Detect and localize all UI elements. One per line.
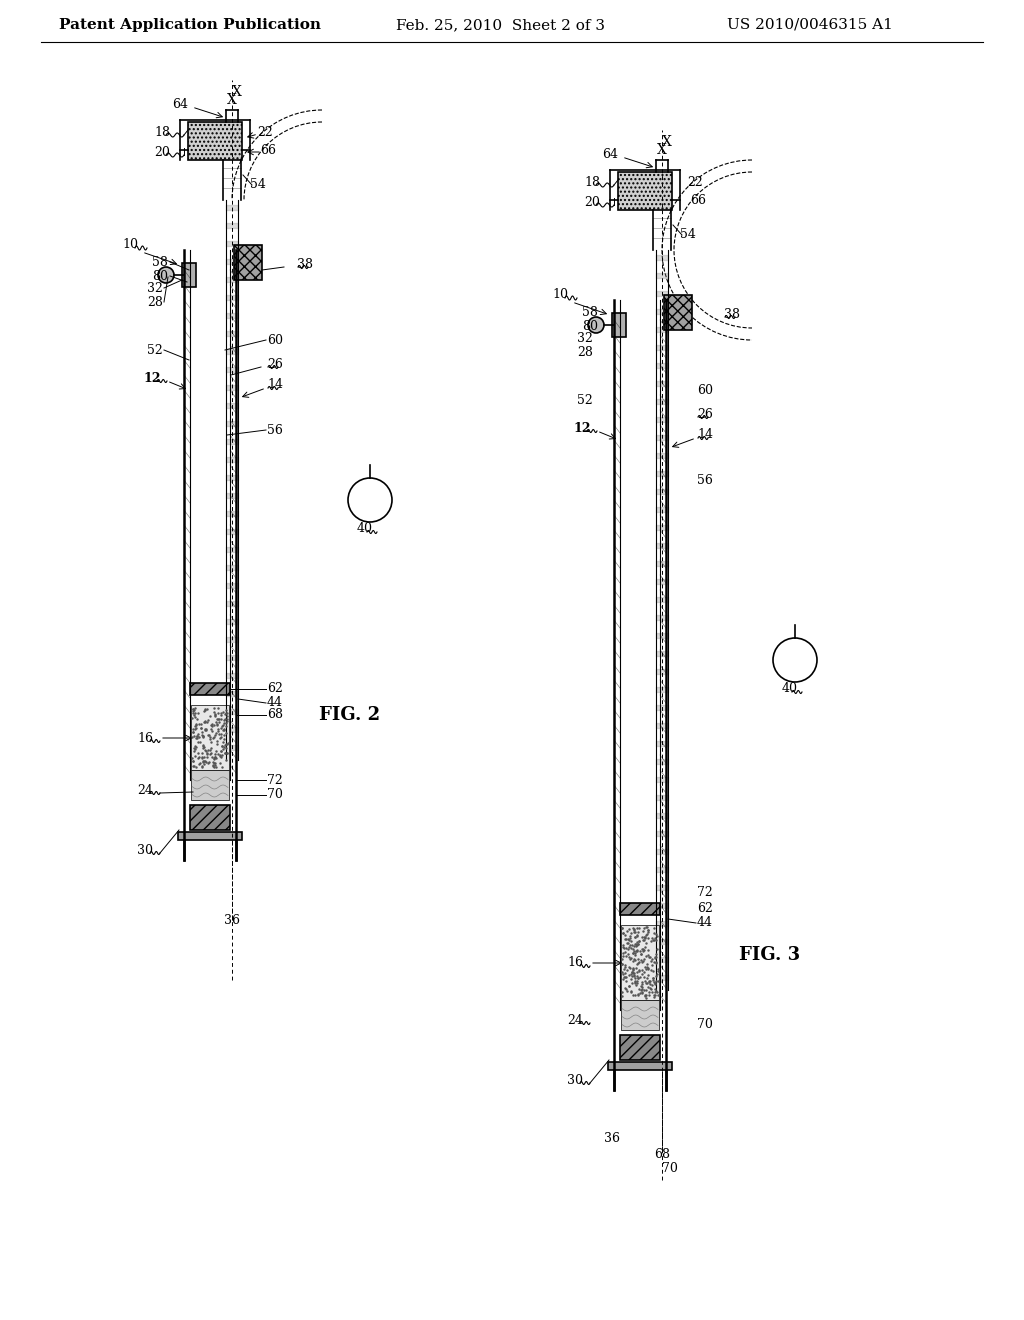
- Text: 70: 70: [697, 1019, 713, 1031]
- Bar: [191, 770, 229, 800]
- Bar: [620, 1035, 660, 1060]
- Text: 40: 40: [782, 681, 798, 694]
- Text: X: X: [663, 135, 672, 149]
- Bar: [608, 1063, 672, 1071]
- Text: 22: 22: [687, 176, 702, 189]
- Text: 12: 12: [573, 421, 591, 434]
- Text: X: X: [227, 92, 237, 107]
- Bar: [621, 925, 659, 1001]
- Text: 56: 56: [267, 424, 283, 437]
- Text: 80: 80: [152, 269, 168, 282]
- Text: 68: 68: [654, 1147, 670, 1160]
- Text: 26: 26: [697, 408, 713, 421]
- Bar: [664, 294, 692, 330]
- Text: 36: 36: [604, 1131, 620, 1144]
- Text: 66: 66: [690, 194, 706, 206]
- Bar: [618, 172, 672, 210]
- Text: 20: 20: [154, 145, 170, 158]
- Bar: [191, 705, 229, 770]
- Text: 32: 32: [147, 281, 163, 294]
- Bar: [620, 903, 660, 915]
- Text: 24: 24: [137, 784, 153, 796]
- Text: 30: 30: [137, 843, 153, 857]
- Bar: [234, 246, 262, 280]
- Text: 60: 60: [697, 384, 713, 396]
- Text: X: X: [232, 84, 242, 99]
- Text: 64: 64: [602, 149, 618, 161]
- Text: 16: 16: [567, 957, 583, 969]
- Text: 66: 66: [260, 144, 276, 157]
- Text: 16: 16: [137, 731, 153, 744]
- Bar: [178, 832, 242, 840]
- Bar: [612, 313, 626, 337]
- Text: 22: 22: [257, 125, 272, 139]
- Text: 62: 62: [267, 682, 283, 696]
- Text: 14: 14: [267, 379, 283, 392]
- Text: 36: 36: [224, 913, 240, 927]
- Text: 24: 24: [567, 1014, 583, 1027]
- Text: 18: 18: [584, 176, 600, 189]
- Text: 10: 10: [552, 289, 568, 301]
- Bar: [188, 121, 242, 160]
- Text: 70: 70: [663, 1162, 678, 1175]
- Text: 58: 58: [152, 256, 168, 268]
- Text: 60: 60: [267, 334, 283, 346]
- Circle shape: [158, 267, 174, 282]
- Text: 70: 70: [267, 788, 283, 801]
- Text: 38: 38: [724, 309, 740, 322]
- Circle shape: [588, 317, 604, 333]
- Text: Feb. 25, 2010  Sheet 2 of 3: Feb. 25, 2010 Sheet 2 of 3: [395, 18, 604, 32]
- Text: 40: 40: [357, 521, 373, 535]
- Text: US 2010/0046315 A1: US 2010/0046315 A1: [727, 18, 893, 32]
- Text: 38: 38: [297, 259, 313, 272]
- Text: X: X: [657, 143, 667, 157]
- Text: 64: 64: [172, 99, 188, 111]
- Bar: [621, 1001, 659, 1030]
- Text: 44: 44: [267, 697, 283, 710]
- Text: 52: 52: [147, 343, 163, 356]
- Text: 28: 28: [578, 346, 593, 359]
- Text: 80: 80: [582, 319, 598, 333]
- Text: 54: 54: [250, 178, 266, 191]
- Text: 32: 32: [578, 331, 593, 345]
- Text: 56: 56: [697, 474, 713, 487]
- Circle shape: [773, 638, 817, 682]
- Text: 26: 26: [267, 359, 283, 371]
- Text: 62: 62: [697, 903, 713, 916]
- Text: 44: 44: [697, 916, 713, 929]
- Text: 20: 20: [584, 195, 600, 209]
- Text: 68: 68: [267, 709, 283, 722]
- Text: 30: 30: [567, 1073, 583, 1086]
- Text: FIG. 2: FIG. 2: [319, 706, 381, 723]
- Bar: [182, 263, 196, 286]
- Bar: [190, 682, 230, 696]
- Text: 18: 18: [154, 125, 170, 139]
- Text: 12: 12: [143, 371, 161, 384]
- Text: 72: 72: [697, 887, 713, 899]
- Text: 72: 72: [267, 774, 283, 787]
- Text: 10: 10: [122, 239, 138, 252]
- Text: FIG. 3: FIG. 3: [739, 946, 801, 964]
- Circle shape: [348, 478, 392, 521]
- Text: 58: 58: [582, 305, 598, 318]
- Bar: [190, 805, 230, 830]
- Text: Patent Application Publication: Patent Application Publication: [59, 18, 321, 32]
- Text: 28: 28: [147, 296, 163, 309]
- Text: 54: 54: [680, 228, 696, 242]
- Text: 14: 14: [697, 429, 713, 441]
- Text: 52: 52: [578, 393, 593, 407]
